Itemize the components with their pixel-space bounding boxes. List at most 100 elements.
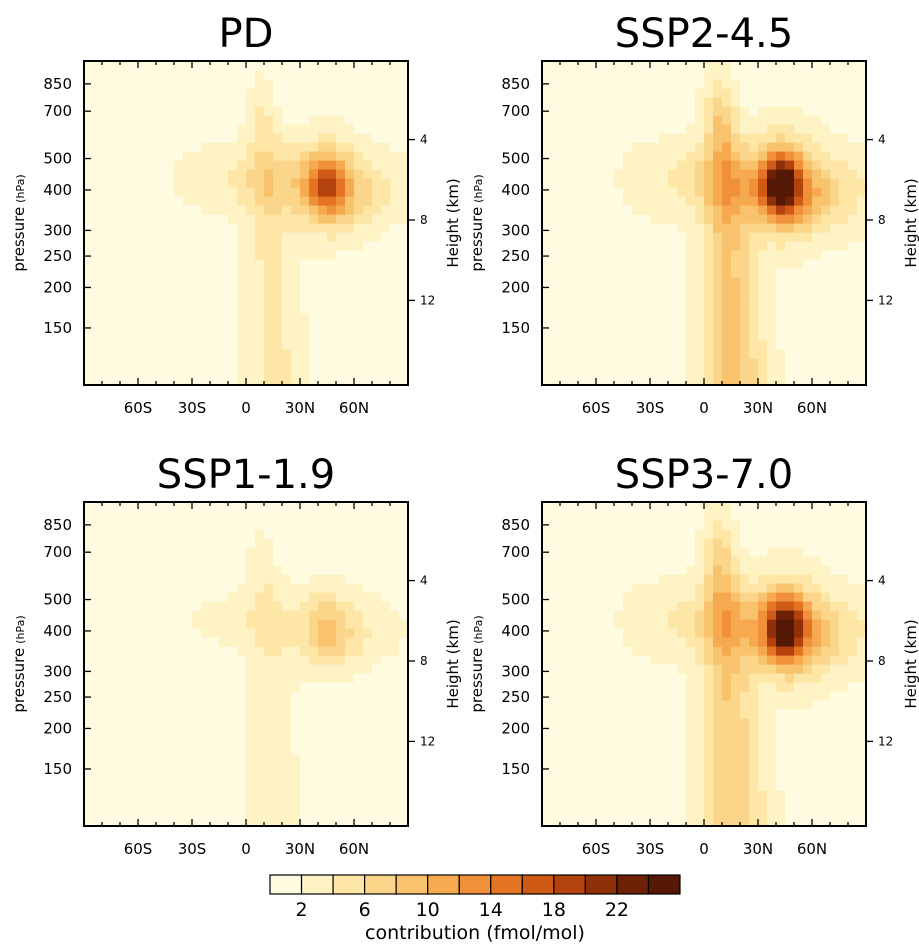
- heatmap-cell: [84, 295, 94, 305]
- heatmap-cell: [399, 295, 409, 305]
- heatmap-cell: [192, 304, 202, 314]
- heatmap-cell: [722, 322, 732, 332]
- heatmap-cell: [201, 133, 211, 143]
- heatmap-cell: [273, 304, 283, 314]
- heatmap-cell: [731, 223, 741, 233]
- heatmap-cell: [246, 313, 256, 323]
- heatmap-cell: [192, 808, 202, 818]
- heatmap-cell: [641, 295, 651, 305]
- heatmap-cell: [677, 358, 687, 368]
- heatmap-cell: [246, 511, 256, 521]
- heatmap-cell: [345, 169, 355, 179]
- heatmap-cell: [381, 349, 391, 359]
- heatmap-cell: [560, 763, 570, 773]
- heatmap-cell: [102, 286, 112, 296]
- heatmap-cell: [282, 538, 292, 548]
- heatmap-cell: [803, 250, 813, 260]
- heatmap-cell: [551, 682, 561, 692]
- heatmap-cell: [614, 547, 624, 557]
- heatmap-cell: [183, 313, 193, 323]
- heatmap-cell: [354, 547, 364, 557]
- heatmap-cell: [641, 79, 651, 89]
- heatmap-cell: [318, 376, 328, 386]
- heatmap-cell: [614, 124, 624, 134]
- heatmap-cell: [857, 304, 867, 314]
- heatmap-cell: [237, 97, 247, 107]
- heatmap-cell: [695, 241, 705, 251]
- heatmap-cell: [102, 754, 112, 764]
- heatmap-cell: [686, 538, 696, 548]
- heatmap-cell: [659, 628, 669, 638]
- heatmap-cell: [291, 511, 301, 521]
- heatmap-cell: [255, 691, 265, 701]
- heatmap-cell: [183, 169, 193, 179]
- heatmap-cell: [605, 367, 615, 377]
- heatmap-cell: [201, 610, 211, 620]
- heatmap-cell: [219, 160, 229, 170]
- heatmap-cell: [731, 709, 741, 719]
- heatmap-cell: [165, 241, 175, 251]
- heatmap-cell: [542, 376, 552, 386]
- heatmap-cell: [668, 160, 678, 170]
- heatmap-cell: [857, 349, 867, 359]
- heatmap-cell: [848, 133, 858, 143]
- heatmap-cell: [138, 367, 148, 377]
- heatmap-cell: [111, 511, 121, 521]
- heatmap-cell: [363, 799, 373, 809]
- heatmap-cell: [345, 574, 355, 584]
- heatmap-cell: [237, 646, 247, 656]
- heatmap-cell: [192, 556, 202, 566]
- heatmap-cell: [138, 574, 148, 584]
- heatmap-cell: [686, 556, 696, 566]
- heatmap-cell: [821, 97, 831, 107]
- heatmap-cell: [192, 790, 202, 800]
- heatmap-cell: [255, 646, 265, 656]
- heatmap-cell: [354, 133, 364, 143]
- heatmap-cell: [372, 808, 382, 818]
- heatmap-cell: [704, 673, 714, 683]
- heatmap-cell: [327, 718, 337, 728]
- heatmap-cell: [605, 763, 615, 773]
- heatmap-cell: [614, 583, 624, 593]
- heatmap-cell: [318, 196, 328, 206]
- heatmap-cell: [686, 340, 696, 350]
- heatmap-cell: [138, 196, 148, 206]
- heatmap-cell: [390, 718, 400, 728]
- heatmap-cell: [740, 574, 750, 584]
- heatmap-cell: [857, 178, 867, 188]
- heatmap-cell: [120, 187, 130, 197]
- heatmap-cell: [695, 61, 705, 71]
- heatmap-cell: [210, 763, 220, 773]
- heatmap-cell: [641, 754, 651, 764]
- heatmap-cell: [569, 169, 579, 179]
- heatmap-cell: [228, 637, 238, 647]
- heatmap-cell: [731, 142, 741, 152]
- y-axis-label-text: pressure: [10, 207, 28, 272]
- heatmap-cell: [318, 304, 328, 314]
- heatmap-cell: [803, 322, 813, 332]
- heatmap-cell: [228, 313, 238, 323]
- heatmap-cell: [201, 295, 211, 305]
- heatmap-cell: [731, 115, 741, 125]
- heatmap-cell: [695, 745, 705, 755]
- heatmap-cell: [731, 178, 741, 188]
- heatmap-cell: [309, 619, 319, 629]
- heatmap-cell: [246, 592, 256, 602]
- heatmap-cell: [569, 376, 579, 386]
- heatmap-cell: [255, 745, 265, 755]
- heatmap-cell: [111, 772, 121, 782]
- heatmap-cell: [623, 367, 633, 377]
- heatmap-cell: [605, 214, 615, 224]
- heatmap-cell: [560, 250, 570, 260]
- heatmap-cell: [354, 61, 364, 71]
- heatmap-cell: [219, 358, 229, 368]
- heatmap-cell: [84, 367, 94, 377]
- heatmap-cell: [632, 214, 642, 224]
- heatmap-cell: [120, 655, 130, 665]
- heatmap-cell: [102, 151, 112, 161]
- heatmap-cell: [111, 151, 121, 161]
- heatmap-cell: [138, 331, 148, 341]
- heatmap-cell: [605, 133, 615, 143]
- heatmap-cell: [345, 799, 355, 809]
- heatmap-cell: [785, 151, 795, 161]
